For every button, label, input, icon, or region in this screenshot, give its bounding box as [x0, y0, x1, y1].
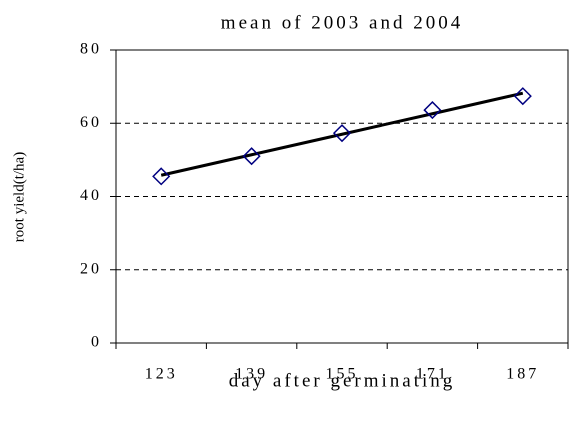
y-tick-label: 40	[80, 187, 102, 204]
y-tick-label: 20	[80, 260, 102, 277]
chart-title: mean of 2003 and 2004	[221, 12, 463, 33]
data-point	[332, 124, 352, 143]
x-tick-label: 187	[506, 366, 539, 383]
trendline	[160, 91, 524, 177]
y-axis-label: root yield(t/ha)	[11, 152, 27, 242]
y-tick-label: 80	[80, 41, 102, 58]
data-point	[152, 167, 171, 186]
y-tick-label: 0	[91, 334, 102, 351]
x-tick-label: 123	[145, 366, 178, 383]
data-point	[513, 87, 532, 106]
x-axis-label: day after germinating	[229, 370, 456, 391]
y-tick-label: 60	[80, 114, 102, 131]
x-tick-label: 155	[326, 366, 359, 383]
data-point	[242, 147, 261, 166]
data-point	[423, 101, 442, 120]
plot-frame	[115, 49, 569, 344]
x-tick-label: 139	[235, 366, 268, 383]
x-tick-label: 171	[416, 366, 449, 383]
